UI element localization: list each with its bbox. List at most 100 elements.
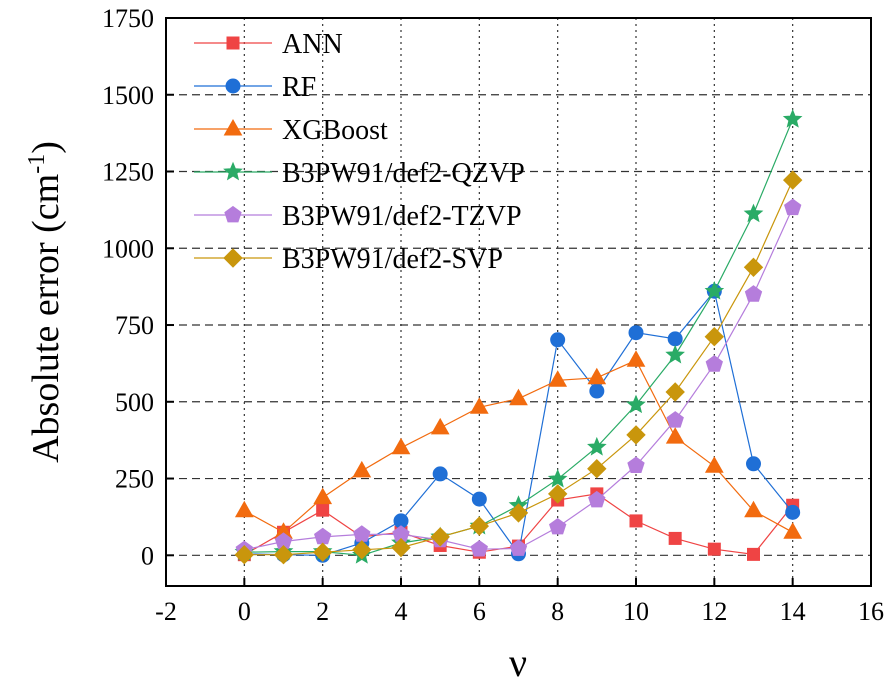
data-point <box>273 544 294 565</box>
data-point <box>628 325 644 341</box>
data-point <box>705 355 723 372</box>
data-point <box>550 332 566 348</box>
data-point <box>626 394 646 414</box>
data-point <box>312 542 333 562</box>
data-point <box>665 382 685 402</box>
x-tick-label: -2 <box>155 597 177 626</box>
legend-item: B3PW91/def2-TZVP <box>194 201 522 232</box>
data-point <box>747 547 760 561</box>
data-point <box>704 326 725 347</box>
data-point <box>746 456 761 472</box>
data-point <box>352 460 372 478</box>
data-point <box>313 487 333 505</box>
y-tick-label: 500 <box>115 388 154 417</box>
legend-item: RF <box>194 72 316 103</box>
data-point <box>785 504 801 520</box>
legend-label: B3PW91/def2-SVP <box>282 244 503 275</box>
data-point <box>626 350 646 367</box>
x-tick-label: 8 <box>551 597 564 626</box>
data-point <box>352 540 372 560</box>
data-point <box>471 491 487 507</box>
data-point <box>668 531 682 545</box>
data-point <box>353 525 371 542</box>
data-point <box>589 383 605 399</box>
data-point <box>469 397 489 414</box>
data-point <box>430 527 450 547</box>
y-tick-label: 1500 <box>102 81 154 110</box>
data-point <box>432 466 448 482</box>
data-point <box>587 436 607 456</box>
x-tick-label: 14 <box>780 597 806 626</box>
legend-item: B3PW91/def2-SVP <box>194 244 503 275</box>
series-layer <box>234 108 803 565</box>
legend-marker <box>223 248 243 268</box>
x-tick-label: 4 <box>395 597 408 626</box>
y-tick-label: 250 <box>115 465 154 494</box>
data-point <box>744 500 763 518</box>
data-point <box>707 542 721 556</box>
data-point <box>782 108 803 128</box>
data-point <box>391 537 411 558</box>
data-point <box>665 427 685 444</box>
data-point <box>509 388 528 406</box>
data-point <box>743 203 764 223</box>
data-point <box>783 522 803 539</box>
data-point <box>470 540 488 557</box>
legend-label: ANN <box>282 29 343 60</box>
data-point <box>549 517 567 535</box>
data-point <box>547 468 568 488</box>
x-tick-label: 10 <box>623 597 649 626</box>
data-point <box>587 367 607 385</box>
y-axis-label-close: ) <box>25 141 67 154</box>
data-point <box>782 170 803 190</box>
data-point <box>430 417 450 435</box>
y-axis-label-main: Absolute error (cm <box>25 174 67 463</box>
y-tick-label: 1250 <box>102 158 154 187</box>
data-point <box>666 411 684 428</box>
y-tick-label: 1750 <box>102 4 154 33</box>
legend-item: ANN <box>194 29 343 60</box>
data-point <box>234 500 254 518</box>
data-point <box>743 257 764 278</box>
legend-label: RF <box>282 72 316 103</box>
x-tick-label: 0 <box>238 597 251 626</box>
legend-label: B3PW91/def2-TZVP <box>282 201 522 232</box>
data-point <box>665 344 685 364</box>
legend-label: B3PW91/def2-QZVP <box>282 158 525 189</box>
data-point <box>626 425 646 445</box>
x-tick-label: 16 <box>858 597 884 626</box>
data-point <box>667 331 683 347</box>
data-point <box>704 280 725 300</box>
legend-marker <box>224 205 242 223</box>
y-tick-label: 0 <box>141 541 154 570</box>
data-point <box>627 456 645 473</box>
x-tick-label: 12 <box>701 597 727 626</box>
legend-label: XGBoost <box>282 115 388 146</box>
data-point <box>744 285 763 302</box>
data-point <box>588 490 606 508</box>
y-axis-label: Absolute error (cm-1) <box>24 141 67 463</box>
data-point <box>784 198 802 216</box>
data-point <box>704 456 724 473</box>
x-axis-label: ν <box>509 640 527 681</box>
y-axis-label-superscript: -1 <box>24 154 50 174</box>
legend-marker <box>223 161 243 181</box>
data-point <box>587 458 607 479</box>
data-point <box>509 539 528 556</box>
data-point <box>234 544 255 565</box>
legend-item: B3PW91/def2-QZVP <box>194 158 525 189</box>
series-2 <box>234 350 803 539</box>
data-point <box>547 484 568 504</box>
axis-ticks: -2 0 2 4 6 8 10 12 14 160250500750100012501500175… <box>102 4 884 626</box>
x-tick-label: 6 <box>473 597 486 626</box>
data-point <box>508 503 529 523</box>
data-point <box>629 514 643 528</box>
data-point <box>469 516 490 536</box>
x-tick-label: 2 <box>316 597 329 626</box>
data-point <box>548 370 568 387</box>
y-tick-label: 1000 <box>102 234 154 263</box>
legend: ANN RF XGBoost B3PW91/def2-QZVP B3PW91/def2-… <box>194 29 525 275</box>
y-tick-label: 750 <box>115 311 154 340</box>
series-5 <box>234 170 803 565</box>
